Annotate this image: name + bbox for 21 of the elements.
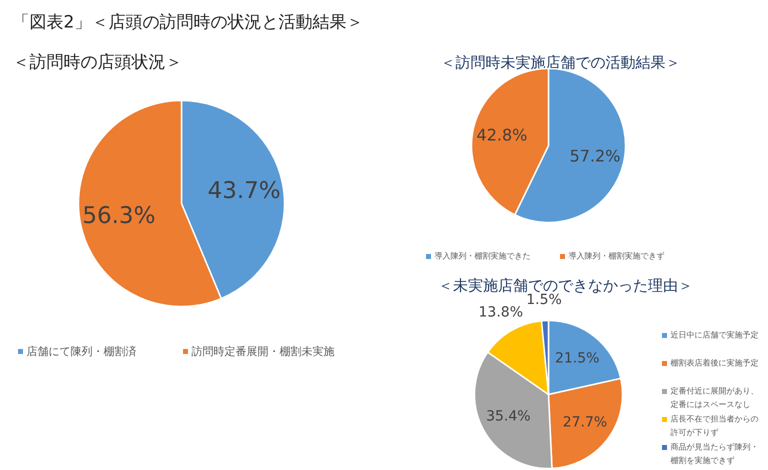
data-label: 42.8% <box>476 125 528 144</box>
data-label: 35.4% <box>486 408 531 425</box>
legend-label: 店舗にて陳列・棚割済 <box>26 344 136 358</box>
data-label: 57.2% <box>570 146 620 166</box>
legend-label: 近日中に店舗で実施予定 <box>670 330 758 340</box>
legend-label: 店長不在で担当者からの許可が下りず <box>670 414 758 438</box>
legend-label: 定番付近に展開があり、定番にはスペースなし <box>670 386 758 410</box>
legend-label: 導入陳列・棚割実施できた <box>434 252 530 261</box>
legend-label: 導入陳列・棚割実施できず <box>568 252 664 261</box>
data-label: 56.3% <box>82 203 156 230</box>
legend-label: 棚割表店着後に実施予定 <box>670 358 758 368</box>
data-label: 27.7% <box>562 414 608 430</box>
chart-subtitle: ＜訪問時の店頭状況＞ <box>12 52 182 72</box>
chart-title: 「図表2」＜店頭の訪問時の状況と活動結果＞ <box>12 12 364 32</box>
chart-title: ＜未実施店舗でのできなかった理由＞ <box>438 276 693 294</box>
data-label: 1.5% <box>526 292 562 308</box>
data-label: 13.8% <box>478 304 523 321</box>
legend-label: 訪問時定番展開・棚割未実施 <box>192 344 334 358</box>
data-label: 43.7% <box>208 178 281 204</box>
legend-label: 商品が見当たらず陳列・棚割を実施できず <box>670 442 758 466</box>
data-label: 21.5% <box>554 350 600 367</box>
